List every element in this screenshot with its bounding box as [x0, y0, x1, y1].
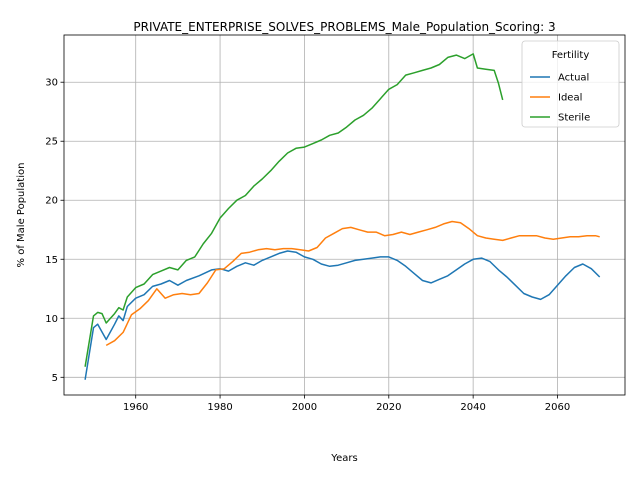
series-line-actual	[84, 250, 601, 380]
x-tick-label: 1980	[207, 402, 232, 413]
legend-title: Fertility	[552, 50, 590, 61]
chart-title: PRIVATE_ENTERPRISE_SOLVES_PROBLEMS_Male_…	[133, 20, 555, 34]
y-tick-label: 10	[45, 314, 58, 325]
x-tick-label: 2060	[545, 402, 570, 413]
series-lines	[84, 53, 601, 380]
y-axis-label: % of Male Population	[16, 163, 27, 268]
legend: Fertility Actual Ideal Sterile	[521, 40, 620, 128]
x-tick-label: 2000	[292, 402, 317, 413]
plot-frame	[63, 34, 626, 396]
y-tick-label: 5	[52, 373, 58, 384]
y-tick-label: 20	[45, 196, 58, 207]
x-axis-label: Years	[330, 453, 357, 464]
y-tick-label: 15	[45, 255, 58, 266]
x-tick-label: 2040	[460, 402, 485, 413]
x-tick-label: 2020	[376, 402, 401, 413]
legend-label-ideal: Ideal	[558, 93, 582, 104]
y-ticks: 5 10 15 20 25 30	[45, 78, 64, 384]
series-line-ideal	[105, 220, 600, 347]
series-line-sterile	[84, 53, 504, 367]
x-ticks: 1960 1980 2000 2020 2040 2060	[123, 395, 570, 413]
legend-box	[521, 40, 620, 128]
y-tick-label: 30	[45, 78, 58, 89]
y-tick-label: 25	[45, 137, 58, 148]
legend-label-sterile: Sterile	[558, 113, 590, 124]
x-tick-label: 1960	[123, 402, 148, 413]
legend-label-actual: Actual	[558, 73, 589, 84]
